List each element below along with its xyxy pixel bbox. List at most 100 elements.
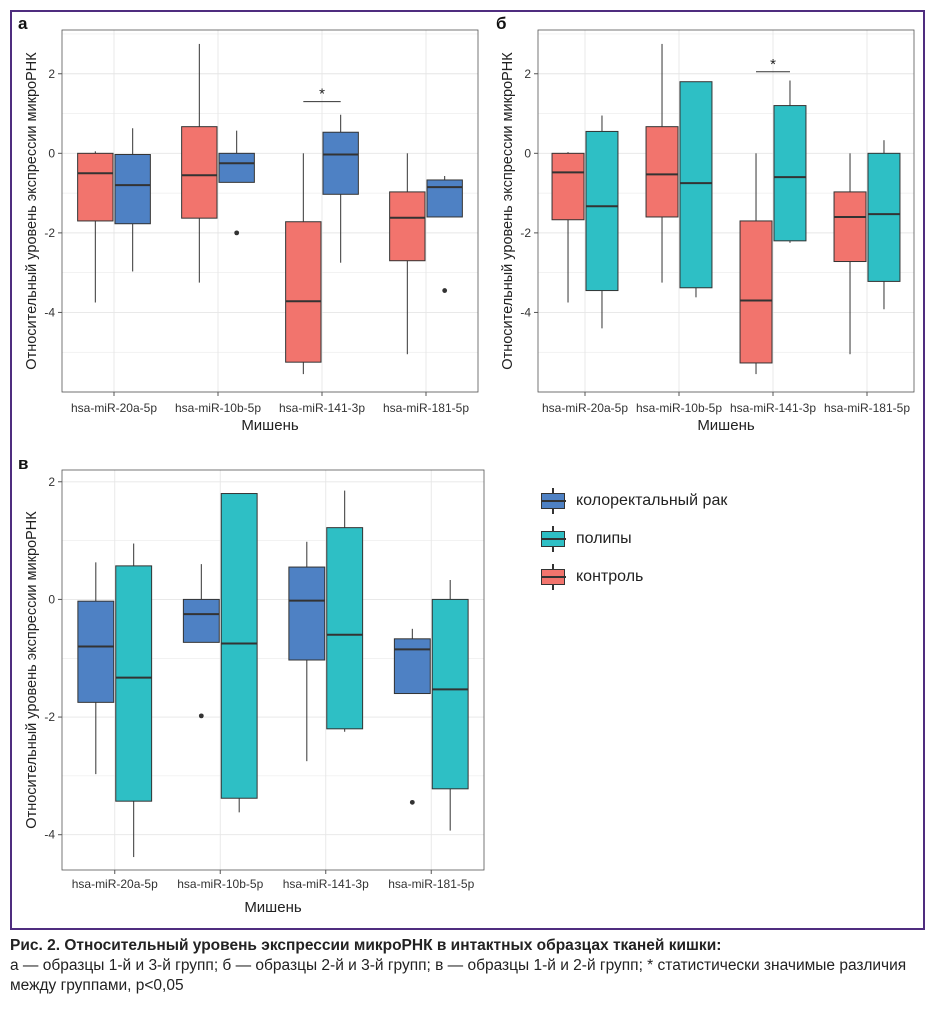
panel-letter-b: б — [496, 14, 507, 33]
box-iqr — [77, 600, 115, 703]
gridlines — [62, 470, 484, 870]
box-колоректальный-рак-hsa-mir-181-5p — [393, 628, 431, 805]
box-iqr — [288, 566, 326, 661]
box-iqr — [739, 220, 773, 364]
x-axis-title: Мишень — [241, 417, 299, 434]
caption-title: Рис. 2. Относительный уровень экспрессии… — [10, 937, 722, 954]
legend-key-kontrol — [540, 564, 566, 590]
box-контроль-hsa-mir-20a-5p — [551, 152, 585, 303]
box-полипы-hsa-mir-181-5p — [431, 580, 469, 831]
legend-key-kolorektalnyi-rak — [540, 488, 566, 514]
legend-item-kontrol: контроль — [540, 558, 727, 596]
significance-star: * — [770, 56, 776, 73]
legend-label-polipy: полипы — [576, 530, 632, 547]
box-колоректальный-рак-hsa-mir-141-3p — [322, 114, 359, 263]
y-tick-label: 0 — [48, 146, 55, 160]
box-iqr — [431, 598, 469, 790]
box-контроль-hsa-mir-10b-5p — [181, 43, 218, 283]
box-колоректальный-рак-hsa-mir-20a-5p — [77, 562, 115, 775]
figure-frame — [10, 10, 925, 930]
y-axis-title: Относительный уровень экспрессии микроРН… — [500, 52, 516, 370]
y-tick-label: 2 — [48, 67, 55, 81]
x-tick-label: hsa-miR-181-5p — [824, 401, 910, 415]
x-tick-label: hsa-miR-20a-5p — [72, 877, 158, 891]
box-контроль-hsa-mir-181-5p — [389, 153, 426, 355]
y-axis-title: Относительный уровень экспрессии микроРН… — [24, 52, 40, 370]
box-iqr — [426, 179, 463, 218]
box-полипы-hsa-mir-20a-5p — [115, 543, 153, 858]
box-iqr — [867, 152, 901, 282]
box-iqr — [115, 565, 153, 802]
boxplot-chart-v: 2 0 -2 -4 hsa-miR-20a-5p hsa-miR-10b-5p hsa-mi… — [24, 469, 485, 916]
plot-border — [61, 469, 485, 871]
y-tick-label: -4 — [44, 305, 55, 319]
box-полипы-hsa-mir-20a-5p — [585, 115, 619, 329]
box-iqr — [182, 598, 220, 643]
y-tick-label: 0 — [524, 146, 531, 160]
outlier-point — [198, 713, 204, 719]
series-полипы — [115, 490, 469, 858]
box-iqr — [393, 638, 431, 695]
legend-key-polipy — [540, 526, 566, 552]
legend-label-kolorektalnyi-rak: колоректальный рак — [576, 492, 728, 509]
x-tick-label: hsa-miR-10b-5p — [636, 401, 722, 415]
x-tick-label: hsa-miR-181-5p — [383, 401, 469, 415]
boxplot-chart-a: 2 0 -2 -4 * hsa-miR-20a-5p hsa-miR-10b-5p hsa-m… — [24, 29, 479, 434]
box-колоректальный-рак-hsa-mir-20a-5p — [114, 128, 151, 272]
panel-letter-a: а — [18, 14, 28, 33]
box-колоректальный-рак-hsa-mir-181-5p — [426, 175, 463, 293]
x-tick-label: hsa-miR-141-3p — [279, 401, 365, 415]
caption-text: а — образцы 1-й и 3-й групп; б — образцы… — [10, 957, 907, 994]
x-tick-label: hsa-miR-181-5p — [388, 877, 474, 891]
x-tick-label: hsa-miR-141-3p — [283, 877, 369, 891]
y-axis-title: Относительный уровень экспрессии микроРН… — [24, 511, 40, 829]
box-контроль-hsa-mir-20a-5p — [77, 151, 114, 303]
box-iqr — [285, 221, 322, 363]
significance-star: * — [319, 86, 325, 103]
x-tick-label: hsa-miR-20a-5p — [542, 401, 628, 415]
box-iqr — [114, 154, 151, 225]
panel-letter-v: в — [18, 454, 29, 473]
y-tick-label: 2 — [48, 475, 55, 489]
y-tick-label: 2 — [524, 67, 531, 81]
y-tick-label: -4 — [44, 828, 55, 842]
box-iqr — [326, 527, 364, 730]
legend-item-kolorektalnyi-rak: колоректальный рак — [540, 482, 727, 520]
series-колоректальный-рак — [77, 541, 431, 805]
x-tick-label: hsa-miR-10b-5p — [177, 877, 263, 891]
box-колоректальный-рак-hsa-mir-141-3p — [288, 541, 326, 762]
box-iqr — [389, 191, 426, 262]
box-iqr — [218, 152, 255, 183]
y-tick-label: -2 — [520, 226, 531, 240]
y-tick-label: 0 — [48, 592, 55, 606]
series-контроль — [551, 43, 867, 375]
x-tick-label: hsa-miR-10b-5p — [175, 401, 261, 415]
series-контроль — [77, 43, 426, 375]
plot-border — [61, 29, 479, 393]
legend: колоректальный рак полипы контроль — [540, 482, 727, 596]
box-iqr — [181, 126, 218, 219]
box-iqr — [322, 131, 359, 195]
box-iqr — [77, 152, 114, 222]
y-tick-label: -2 — [44, 226, 55, 240]
series-колоректальный-рак — [114, 114, 463, 293]
box-полипы-hsa-mir-141-3p — [326, 490, 364, 732]
box-контроль-hsa-mir-10b-5p — [645, 43, 679, 283]
y-tick-label: -4 — [520, 305, 531, 319]
box-iqr — [773, 105, 807, 242]
x-axis-title: Мишень — [244, 899, 302, 916]
x-axis-title: Мишень — [697, 417, 755, 434]
box-iqr — [645, 126, 679, 218]
series-полипы — [585, 80, 901, 329]
box-контроль-hsa-mir-141-3p — [285, 153, 322, 375]
y-tick-label: -2 — [44, 710, 55, 724]
box-iqr — [679, 81, 713, 289]
legend-label-kontrol: контроль — [576, 568, 644, 585]
box-iqr — [585, 130, 619, 292]
outlier-point — [442, 288, 448, 293]
box-iqr — [551, 152, 585, 221]
plot-border — [537, 29, 915, 393]
x-tick-label: hsa-miR-141-3p — [730, 401, 816, 415]
outlier-point — [409, 799, 415, 805]
x-tick-label: hsa-miR-20a-5p — [71, 401, 157, 415]
